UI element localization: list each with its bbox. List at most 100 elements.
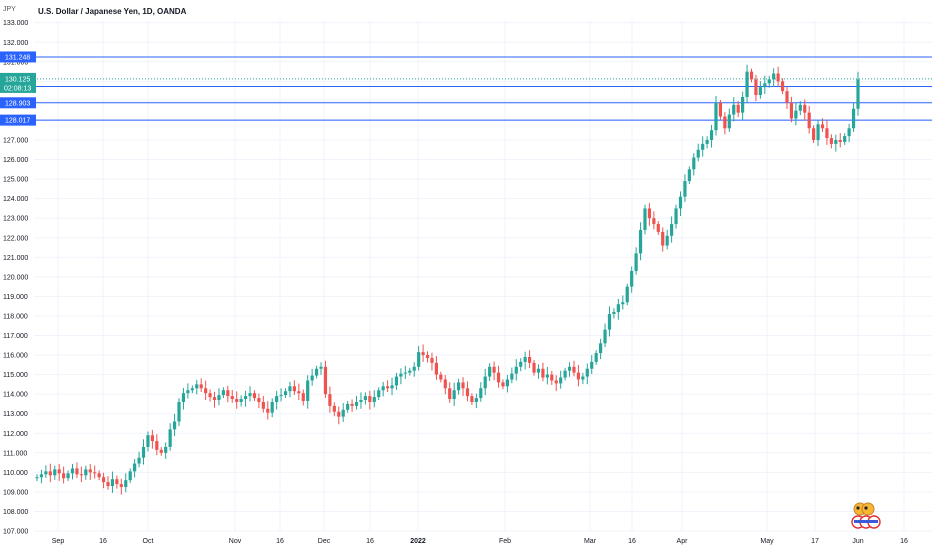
candle-body [536,368,541,373]
candle-body [381,386,385,391]
candles [35,64,860,495]
x-tick-label: 16 [366,538,374,545]
candle-body [341,409,345,417]
candle [519,358,523,372]
candle [257,393,261,409]
candle [692,153,696,176]
candle [554,375,558,392]
candle-body [838,140,842,142]
candle-body [807,112,811,129]
y-tick-label: 118.000 [3,313,28,320]
candle-body [133,463,137,472]
candle [417,346,421,371]
candle [310,368,314,386]
candle-body [723,116,727,129]
horizontal-levels[interactable] [34,56,932,121]
candle-body [563,370,567,378]
candle-body [448,388,452,400]
candle [825,120,829,145]
y-tick-label: 126.000 [3,157,28,164]
candle [390,377,394,396]
candle-body [856,79,860,109]
candle [97,470,101,481]
candle-body [434,362,439,375]
candle [732,97,736,122]
candle [634,247,638,275]
y-tick-label: 122.000 [3,235,28,242]
candle-body [39,474,44,478]
candle [541,362,545,382]
candle [208,389,212,402]
y-tick-label: 109.000 [3,489,28,496]
candle-body [261,401,265,409]
grid-lines [34,20,932,532]
candle [137,451,141,468]
candle-body [354,401,359,406]
candle [701,136,705,157]
candle-body [492,366,496,373]
candle [572,360,576,377]
y-tick-label: 116.000 [3,353,28,360]
candle-body [62,473,66,479]
y-tick-label: 110.000 [3,470,28,477]
candle-body [288,386,292,392]
candle-body [252,393,257,399]
candle [261,395,265,413]
candle [53,465,57,480]
candle-body [399,373,403,377]
y-tick-label: 113.000 [3,411,28,418]
candle [190,385,194,394]
candle-body [634,253,638,271]
candle [638,222,643,261]
candle-body [736,104,740,113]
candle [643,204,647,235]
candle [705,136,709,149]
candle [661,227,665,252]
x-tick-label: Mar [584,538,597,545]
candle [119,478,123,495]
candle [785,86,789,109]
candle [758,81,762,99]
time-axis[interactable]: Sep 16 Oct Nov 16 Dec 16 2022 Feb Mar 16 Apr May 17 Ju… [52,538,908,545]
x-tick-label: Nov [229,538,242,545]
y-tick-label: 108.000 [3,509,28,516]
candle-body [479,388,483,399]
candle [159,446,163,456]
candle [399,368,403,385]
candle-body [443,379,447,389]
candle-body [754,79,758,96]
candle-body [101,477,106,483]
candle [155,434,159,456]
candle-body [297,391,301,394]
candle-body [572,366,576,373]
candle [168,423,172,451]
candle-body [177,401,181,422]
candle-body [248,393,252,397]
level-badge [0,97,36,109]
candle-body [75,468,79,475]
candle [212,391,217,408]
candle-body [430,357,434,363]
candle [221,387,225,399]
candle [425,351,430,363]
candle-body [585,368,589,377]
candle [630,266,634,293]
candle-body [239,399,243,402]
candle-body [439,374,443,380]
tradingview-faces-logo [851,502,881,529]
candle [48,463,52,483]
candle-body [576,372,581,380]
candle [829,134,833,149]
y-tick-label: 112.000 [3,431,28,438]
candle-body [115,479,119,485]
candle [35,474,39,482]
candle-body [93,472,97,474]
candle [279,388,283,402]
candle [594,350,598,365]
y-tick-label: 125.000 [3,177,28,184]
candle-body [328,394,332,406]
candle [230,390,234,403]
candle [727,108,731,132]
candle-body [701,143,705,150]
